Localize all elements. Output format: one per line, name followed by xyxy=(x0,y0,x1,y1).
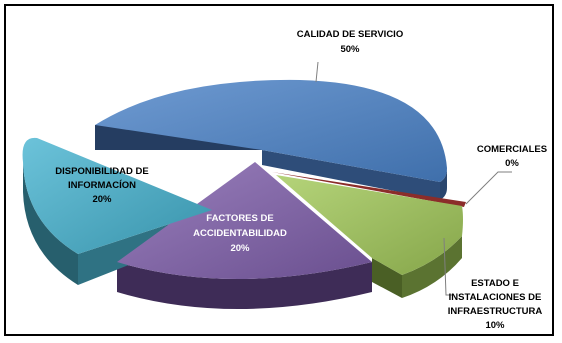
label-calidad-value: 50% xyxy=(340,44,360,55)
label-disponibilidad-value: 20% xyxy=(92,194,112,205)
slice-estado-e-instalaciones xyxy=(276,175,463,275)
slice-wall-estado-front xyxy=(402,236,462,298)
slice-wall-calidad-front xyxy=(262,150,440,200)
slice-factores-de-accidentabilidad xyxy=(117,162,372,279)
slice-wall-estado xyxy=(372,258,402,298)
slice-wall-factores xyxy=(117,262,372,309)
leader-line-calidad xyxy=(315,61,319,83)
slice-disponibilidad-de-informacion xyxy=(22,137,212,254)
slice-rim-calidad xyxy=(440,168,447,200)
label-factores-value: 20% xyxy=(230,243,250,254)
label-estado-line3: INFRAESTRUCTURA xyxy=(448,306,543,317)
slice-comerciales xyxy=(272,172,466,207)
label-estado-line2: INSTALACIONES DE xyxy=(449,292,542,303)
label-calidad-name: CALIDAD DE SERVICIO xyxy=(297,29,403,40)
label-factores-line2: ACCIDENTABILIDAD xyxy=(193,228,287,239)
label-disponibilidad-line2: INFORMACÍON xyxy=(68,180,136,191)
leader-line-estado xyxy=(443,237,452,296)
slice-calidad-de-servicio xyxy=(95,79,447,182)
label-factores-line1: FACTORES DE xyxy=(206,213,273,224)
label-estado-line1: ESTADO E xyxy=(471,278,519,289)
label-disponibilidad-line1: DISPONIBILIDAD DE xyxy=(55,166,148,177)
slice-wall-disponibilidad xyxy=(23,162,78,285)
label-estado-value: 10% xyxy=(485,320,505,331)
leader-line-comerciales xyxy=(465,171,512,205)
label-comerciales-name: COMERCIALES xyxy=(477,144,547,155)
label-comerciales-value: 0% xyxy=(505,158,519,169)
